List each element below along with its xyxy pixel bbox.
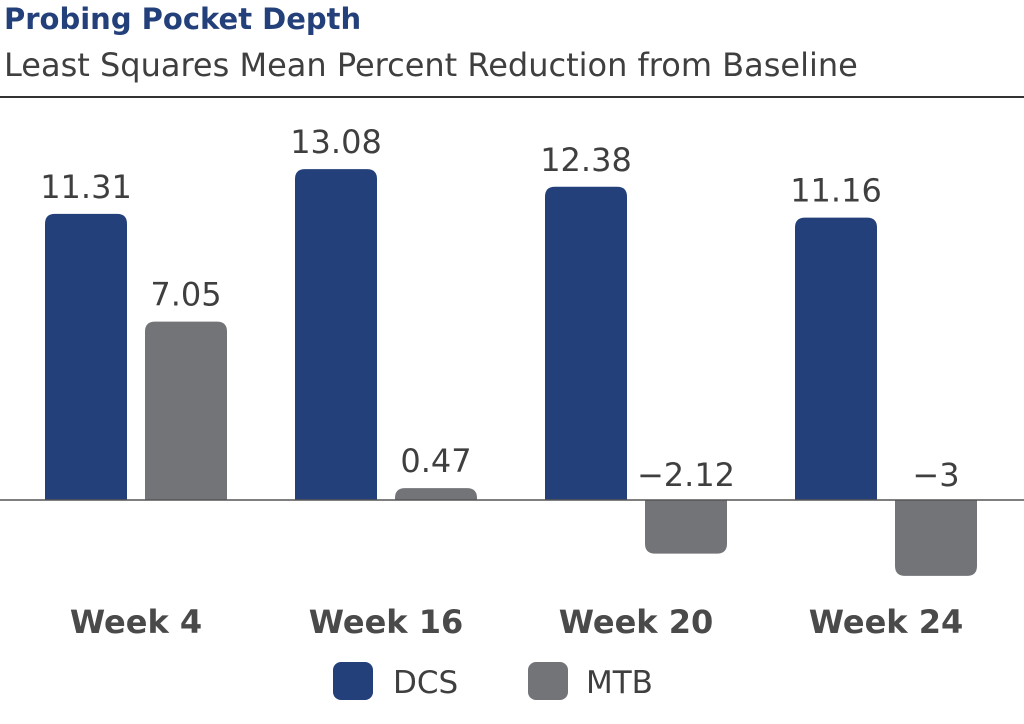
data-label-mtb-week-16: 0.47: [400, 442, 471, 480]
legend-label-dcs: DCS: [393, 665, 458, 701]
x-tick-label-week-16: Week 16: [309, 603, 464, 641]
legend-swatch-dcs: [333, 662, 373, 700]
bar-dcs-week-20: [545, 186, 627, 500]
data-label-mtb-week-4: 7.05: [150, 276, 221, 314]
bar-mtb-week-4: [145, 321, 227, 500]
header-divider: [0, 96, 1024, 98]
x-tick-label-week-4: Week 4: [70, 603, 202, 641]
bar-dcs-week-24: [795, 217, 877, 501]
legend-swatch-mtb: [528, 662, 568, 700]
bar-mtb-week-16: [395, 488, 477, 500]
data-label-mtb-week-24: −3: [912, 456, 959, 494]
chart-subtitle: Least Squares Mean Percent Reduction fro…: [4, 46, 858, 84]
x-tick-label-week-24: Week 24: [809, 603, 964, 641]
legend-label-mtb: MTB: [586, 665, 653, 701]
data-label-dcs-week-20: 12.38: [540, 141, 632, 179]
bar-mtb-week-24: [895, 500, 977, 576]
bar-mtb-week-20: [645, 500, 727, 554]
data-label-dcs-week-4: 11.31: [40, 168, 132, 206]
x-tick-label-week-20: Week 20: [559, 603, 714, 641]
bar-dcs-week-16: [295, 169, 377, 501]
data-label-dcs-week-24: 11.16: [790, 172, 882, 210]
data-label-mtb-week-20: −2.12: [637, 456, 735, 494]
bar-dcs-week-4: [45, 213, 127, 500]
chart-title: Probing Pocket Depth: [4, 2, 362, 36]
data-label-dcs-week-16: 13.08: [290, 123, 382, 161]
